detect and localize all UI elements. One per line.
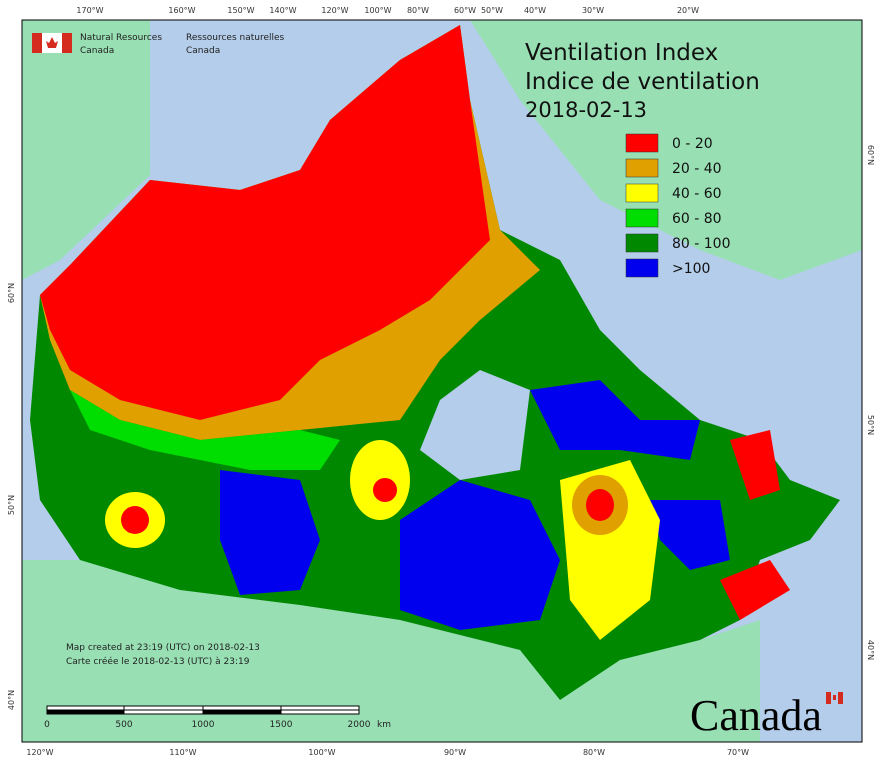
agency-fr: Canada <box>186 46 220 56</box>
wordmark: Canada <box>690 691 822 740</box>
longitude-label: 20°W <box>677 6 699 15</box>
legend-label: 40 - 60 <box>672 186 722 202</box>
legend-swatch <box>625 233 659 253</box>
longitude-label: 80°W <box>407 6 429 15</box>
longitude-label: 160°W <box>168 6 195 15</box>
legend-swatch <box>625 133 659 153</box>
zone-over-100-north <box>530 380 700 460</box>
graticule-labels: 170°W 160°W 150°W 140°W 120°W 100°W 80°W 60°W 50… <box>7 6 875 757</box>
scale-segment <box>280 705 360 711</box>
alaska-russia <box>22 20 150 280</box>
flag-bar <box>32 33 42 53</box>
legend-swatch <box>625 208 659 228</box>
title: Ventilation Index <box>525 40 718 66</box>
scale-segment <box>123 709 204 715</box>
scale-label: 500 <box>115 720 132 730</box>
scale-label: 1000 <box>192 720 215 730</box>
credit-en: Map created at 23:19 (UTC) on 2018-02-13 <box>66 643 260 653</box>
hotspot <box>121 506 149 534</box>
longitude-label: 30°W <box>582 6 604 15</box>
maple-leaf <box>833 695 836 700</box>
longitude-label: 40°W <box>524 6 546 15</box>
title: Indice de ventilation <box>525 69 760 95</box>
agency-fr: Ressources naturelles <box>186 33 285 43</box>
scale-segment <box>46 709 125 715</box>
longitude-label: 70°W <box>727 748 749 757</box>
frame-border <box>21 19 863 743</box>
zone-60-80 <box>70 390 340 470</box>
longitude-label: 100°W <box>308 748 335 757</box>
longitude-label: 150°W <box>227 6 254 15</box>
agency-en: Canada <box>80 46 114 56</box>
flag-bar <box>62 33 72 53</box>
longitude-label: 170°W <box>76 6 103 15</box>
zone-0-20-labrador <box>730 430 780 500</box>
latitude-label: 50°N <box>866 415 875 435</box>
legend-label: 0 - 20 <box>672 136 713 152</box>
longitude-label: 80°W <box>583 748 605 757</box>
scale-segment <box>202 709 282 715</box>
longitude-label: 110°W <box>169 748 196 757</box>
map-frame <box>21 19 863 743</box>
scale-segment <box>202 705 282 711</box>
legend-label: 80 - 100 <box>672 236 731 252</box>
zone-over-100-east <box>650 500 730 570</box>
legend-label: >100 <box>672 261 710 277</box>
latitude-label: 40°N <box>866 640 875 660</box>
zone-0-20 <box>40 25 490 420</box>
greenland <box>470 20 862 280</box>
scale-label: 1500 <box>270 720 293 730</box>
longitude-label: 100°W <box>364 6 391 15</box>
scale-bar: 0 500 1000 1500 2000 km <box>44 705 391 730</box>
credit-fr: Carte créée le 2018-02-13 (UTC) à 23:19 <box>66 656 250 667</box>
united-states <box>22 560 760 742</box>
scale-segment <box>46 705 125 711</box>
latitude-label: 40°N <box>7 690 16 710</box>
wordmark-flag <box>826 692 843 704</box>
flag-bar <box>826 692 831 704</box>
hotspot <box>373 478 397 502</box>
scale-label: 0 <box>44 720 50 730</box>
zone-over-100-west <box>220 470 320 595</box>
latitude-label: 60°N <box>866 145 875 165</box>
maple-leaf <box>46 37 58 48</box>
legend: 0 - 20 20 - 40 40 - 60 60 - 80 80 - 100 >100 <box>625 133 731 278</box>
zone-0-20-maritimes <box>720 560 790 620</box>
scale-segment <box>280 709 360 715</box>
longitude-label: 120°W <box>321 6 348 15</box>
longitude-label: 120°W <box>26 748 53 757</box>
longitude-label: 140°W <box>269 6 296 15</box>
legend-swatch <box>625 258 659 278</box>
zone-over-100-central <box>400 480 560 630</box>
latitude-label: 50°N <box>7 495 16 515</box>
legend-label: 20 - 40 <box>672 161 722 177</box>
longitude-label: 50°W <box>481 6 503 15</box>
legend-swatch <box>625 158 659 178</box>
latitude-label: 60°N <box>7 283 16 303</box>
hudson-bay <box>420 370 530 480</box>
scale-segment <box>123 705 204 711</box>
scale-label: 2000 <box>348 720 371 730</box>
hotspot <box>586 489 614 521</box>
date: 2018-02-13 <box>525 98 647 122</box>
agency-logo: Natural Resources Canada Ressources natu… <box>32 33 285 56</box>
agency-en: Natural Resources <box>80 33 162 43</box>
flag-bar <box>838 692 843 704</box>
longitude-label: 90°W <box>444 748 466 757</box>
longitude-label: 60°W <box>454 6 476 15</box>
legend-label: 60 - 80 <box>672 211 722 227</box>
scale-unit: km <box>377 720 391 730</box>
legend-swatch <box>625 183 659 203</box>
